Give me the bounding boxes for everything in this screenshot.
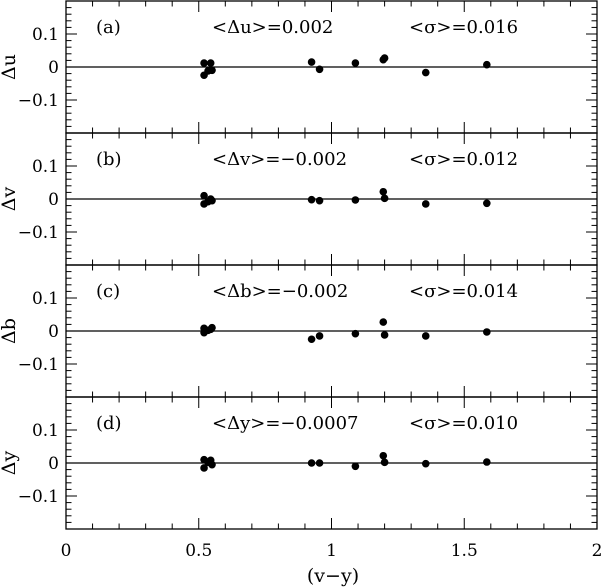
data-point bbox=[483, 328, 491, 336]
data-point bbox=[315, 65, 324, 74]
panels-group: 0.1 0 −0.1 Δu (a) <Δu>=0.002 <σ>=0.016 0.1 0 −0.1… bbox=[0, 0, 598, 530]
data-point bbox=[206, 59, 215, 67]
x-tick-label: 2 bbox=[592, 541, 601, 561]
data-point bbox=[315, 196, 324, 205]
y-tick-label: 0 bbox=[48, 454, 59, 474]
data-point bbox=[200, 191, 208, 200]
data-point bbox=[351, 462, 360, 471]
panel-c: 0.1 0 −0.1 Δb (c) <Δb>=−0.002 <σ>=0.014 bbox=[0, 264, 598, 398]
sigma-annotation: <σ>=0.012 bbox=[409, 149, 518, 170]
sigma-annotation: <σ>=0.010 bbox=[409, 413, 518, 434]
panel-label: (a) bbox=[96, 17, 121, 38]
y-tick-label: −0.1 bbox=[18, 223, 59, 243]
y-tick-label: −0.1 bbox=[18, 355, 59, 375]
x-axis-title: (v−y) bbox=[307, 565, 359, 587]
data-point bbox=[307, 195, 316, 204]
data-point bbox=[307, 335, 316, 344]
y-axis-title: Δb bbox=[0, 318, 20, 344]
y-tick-label: 0 bbox=[48, 322, 59, 342]
sigma-annotation: <σ>=0.014 bbox=[409, 281, 518, 302]
data-point bbox=[421, 200, 430, 208]
panel-d: 0.1 0 −0.1 Δy (d) <Δy>=−0.0007 <σ>=0.010 bbox=[0, 396, 598, 530]
mean-annotation: <Δy>=−0.0007 bbox=[212, 413, 358, 434]
y-tick-label: 0.1 bbox=[32, 157, 59, 177]
data-point bbox=[483, 458, 491, 466]
data-point bbox=[351, 329, 360, 338]
x-axis: 0 0.5 1 1.5 2 bbox=[61, 541, 601, 561]
data-point bbox=[421, 68, 430, 77]
x-tick-label: 0.5 bbox=[185, 541, 212, 561]
data-point bbox=[380, 331, 389, 339]
sigma-annotation: <σ>=0.016 bbox=[409, 17, 518, 38]
y-axis-title: Δu bbox=[0, 54, 20, 80]
panel-label: (c) bbox=[96, 281, 120, 302]
data-point bbox=[208, 323, 216, 332]
data-point bbox=[208, 460, 216, 469]
data-point bbox=[208, 196, 216, 205]
data-point bbox=[483, 60, 491, 69]
data-point bbox=[380, 194, 389, 203]
x-tick-label: 1 bbox=[326, 541, 337, 561]
data-point bbox=[307, 459, 316, 467]
data-point bbox=[315, 459, 324, 467]
y-tick-label: 0.1 bbox=[32, 25, 59, 45]
mean-annotation: <Δv>=−0.002 bbox=[212, 149, 347, 170]
data-point bbox=[379, 187, 388, 196]
panel-label: (d) bbox=[96, 413, 122, 434]
data-point bbox=[380, 54, 389, 62]
data-point bbox=[200, 59, 208, 67]
y-tick-label: 0.1 bbox=[32, 289, 59, 309]
y-tick-label: 0 bbox=[48, 190, 59, 210]
data-point bbox=[208, 66, 216, 75]
data-point bbox=[307, 58, 316, 66]
data-point bbox=[379, 451, 388, 460]
data-point bbox=[483, 199, 491, 208]
y-axis-title: Δy bbox=[0, 451, 20, 476]
mean-annotation: <Δb>=−0.002 bbox=[212, 281, 348, 302]
panel-a: 0.1 0 −0.1 Δu (a) <Δu>=0.002 <σ>=0.016 bbox=[0, 0, 598, 134]
data-point bbox=[380, 458, 389, 467]
y-tick-label: −0.1 bbox=[18, 91, 59, 111]
data-point bbox=[421, 459, 430, 468]
data-point bbox=[351, 59, 360, 67]
x-tick-label: 1.5 bbox=[451, 541, 478, 561]
x-tick-label: 0 bbox=[61, 541, 72, 561]
y-tick-label: 0.1 bbox=[32, 421, 59, 441]
y-tick-label: −0.1 bbox=[18, 487, 59, 507]
y-axis-title: Δv bbox=[0, 187, 20, 212]
data-point bbox=[315, 332, 324, 340]
data-point bbox=[351, 196, 360, 204]
panel-label: (b) bbox=[96, 149, 122, 170]
data-point bbox=[379, 318, 388, 326]
panel-b: 0.1 0 −0.1 Δv (b) <Δv>=−0.002 <σ>=0.012 bbox=[0, 132, 598, 266]
data-point bbox=[200, 464, 208, 472]
y-tick-label: 0 bbox=[48, 58, 59, 78]
data-point bbox=[421, 332, 430, 340]
mean-annotation: <Δu>=0.002 bbox=[212, 17, 333, 38]
